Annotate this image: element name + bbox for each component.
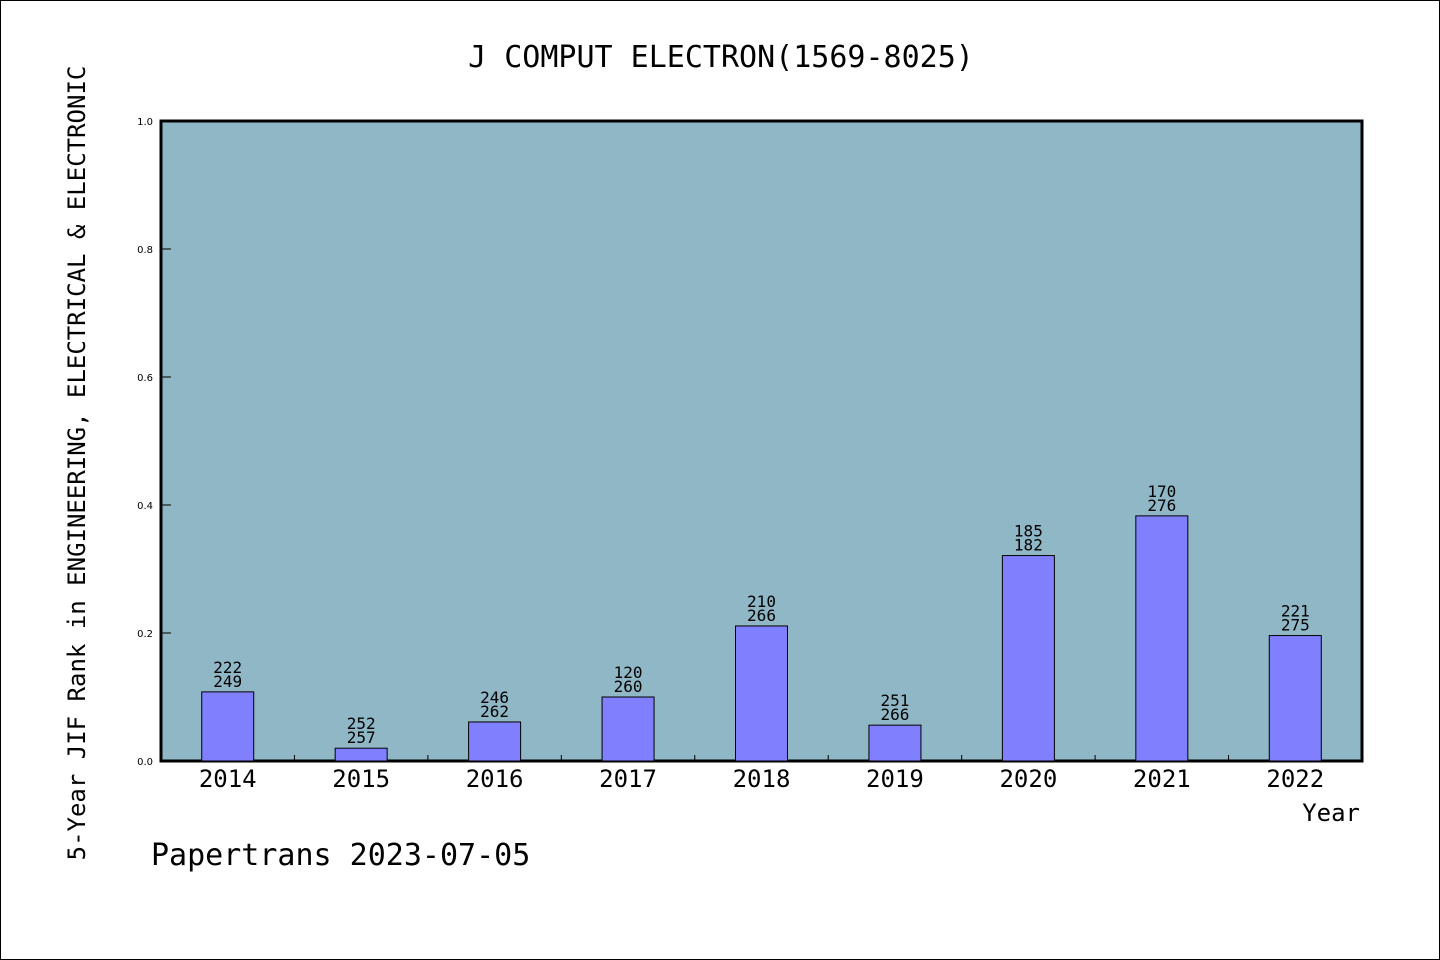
bar-label-bottom: 249 xyxy=(213,672,242,691)
x-axis-label: Year xyxy=(1302,799,1360,827)
bar-label-bottom: 257 xyxy=(347,728,376,747)
bar-2016 xyxy=(468,721,522,762)
bar-2020 xyxy=(1001,555,1055,762)
bar-label-bottom: 266 xyxy=(747,606,776,625)
x-tick-label: 2022 xyxy=(1266,765,1324,793)
bar-label-top: 185 xyxy=(1014,522,1043,541)
x-tick-label: 2020 xyxy=(999,765,1057,793)
bar-label-bottom: 276 xyxy=(1147,496,1176,515)
footer-credit: Papertrans 2023-07-05 xyxy=(151,838,530,873)
bar-2022 xyxy=(1268,635,1322,762)
y-tick-label: 0.2 xyxy=(137,629,153,640)
y-tick-label: 1.0 xyxy=(137,117,153,128)
x-tick-label: 2021 xyxy=(1133,765,1191,793)
bar-label-top: 210 xyxy=(747,592,776,611)
bar-label-bottom: 275 xyxy=(1281,616,1310,635)
bar-label-top: 251 xyxy=(880,691,909,710)
bar-label-bottom: 262 xyxy=(480,702,509,721)
bar-label-top: 246 xyxy=(480,688,509,707)
bar-labels: 2222492522572462621202602102662512661851… xyxy=(213,482,1309,747)
y-tick-label: 0.0 xyxy=(137,757,153,768)
bar-2019 xyxy=(868,724,922,762)
y-tick-label: 0.4 xyxy=(137,501,153,512)
bar-label-bottom: 260 xyxy=(614,677,643,696)
bar-label-top: 252 xyxy=(347,714,376,733)
bar-2021 xyxy=(1135,515,1189,762)
bar-label-bottom: 182 xyxy=(1014,536,1043,555)
bar-label-top: 120 xyxy=(614,663,643,682)
bar-2014 xyxy=(201,691,255,762)
y-tick-label: 0.6 xyxy=(137,373,153,384)
bar-label-bottom: 266 xyxy=(880,705,909,724)
bar-2018 xyxy=(735,625,788,762)
chart-title: J COMPUT ELECTRON(1569-8025) xyxy=(468,40,974,75)
x-axis-ticks: 2014 2015 2016 2017 2018 2019 2020 2021 2022 xyxy=(199,755,1324,793)
x-tick-label: 2019 xyxy=(866,765,924,793)
y-tick-label: 0.8 xyxy=(137,245,153,256)
x-tick-label: 2014 xyxy=(199,765,257,793)
x-tick-label: 2015 xyxy=(332,765,390,793)
x-tick-label: 2016 xyxy=(466,765,524,793)
bar-label-top: 222 xyxy=(213,658,242,677)
bars xyxy=(201,515,1322,762)
bar-2017 xyxy=(601,696,655,762)
bar-label-top: 170 xyxy=(1147,482,1176,501)
y-axis-ticks: 0.0 0.2 0.4 0.6 0.8 1.0 xyxy=(137,117,171,768)
bar-2015 xyxy=(334,747,388,762)
x-tick-label: 2017 xyxy=(599,765,657,793)
bar-label-top: 221 xyxy=(1281,602,1310,621)
x-tick-label: 2018 xyxy=(733,765,791,793)
y-axis-label: 5-Year JIF Rank in ENGINEERING, ELECTRIC… xyxy=(63,66,91,861)
